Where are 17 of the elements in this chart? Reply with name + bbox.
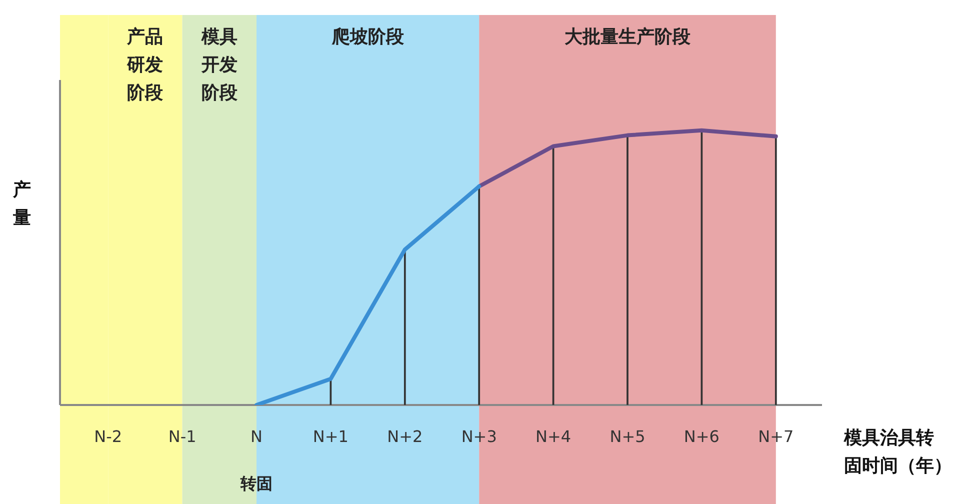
- x-tick-label: N+2: [387, 427, 423, 446]
- x-tick-label: N-2: [94, 427, 122, 446]
- y-axis-title: 产量: [12, 180, 31, 229]
- x-tick-label: N+5: [610, 427, 646, 446]
- band-label: 模具开发阶段: [200, 26, 238, 104]
- x-tick-label: N-1: [168, 427, 196, 446]
- x-tick-label: N: [250, 427, 262, 446]
- text: 转固: [240, 474, 272, 494]
- band-label: 大批量生产阶段: [564, 26, 692, 48]
- x-tick-label: N+6: [684, 427, 720, 446]
- x-tick-label: N+3: [461, 427, 497, 446]
- x-tick-label: N+7: [758, 427, 794, 446]
- x-tick-label: N+1: [312, 427, 348, 446]
- band-label: 产品研发阶段: [126, 26, 164, 104]
- x-tick-label: N+4: [536, 427, 572, 446]
- band-label: 爬坡阶段: [330, 26, 405, 48]
- x-axis-title: 模具治具转固时间（年）: [843, 428, 952, 477]
